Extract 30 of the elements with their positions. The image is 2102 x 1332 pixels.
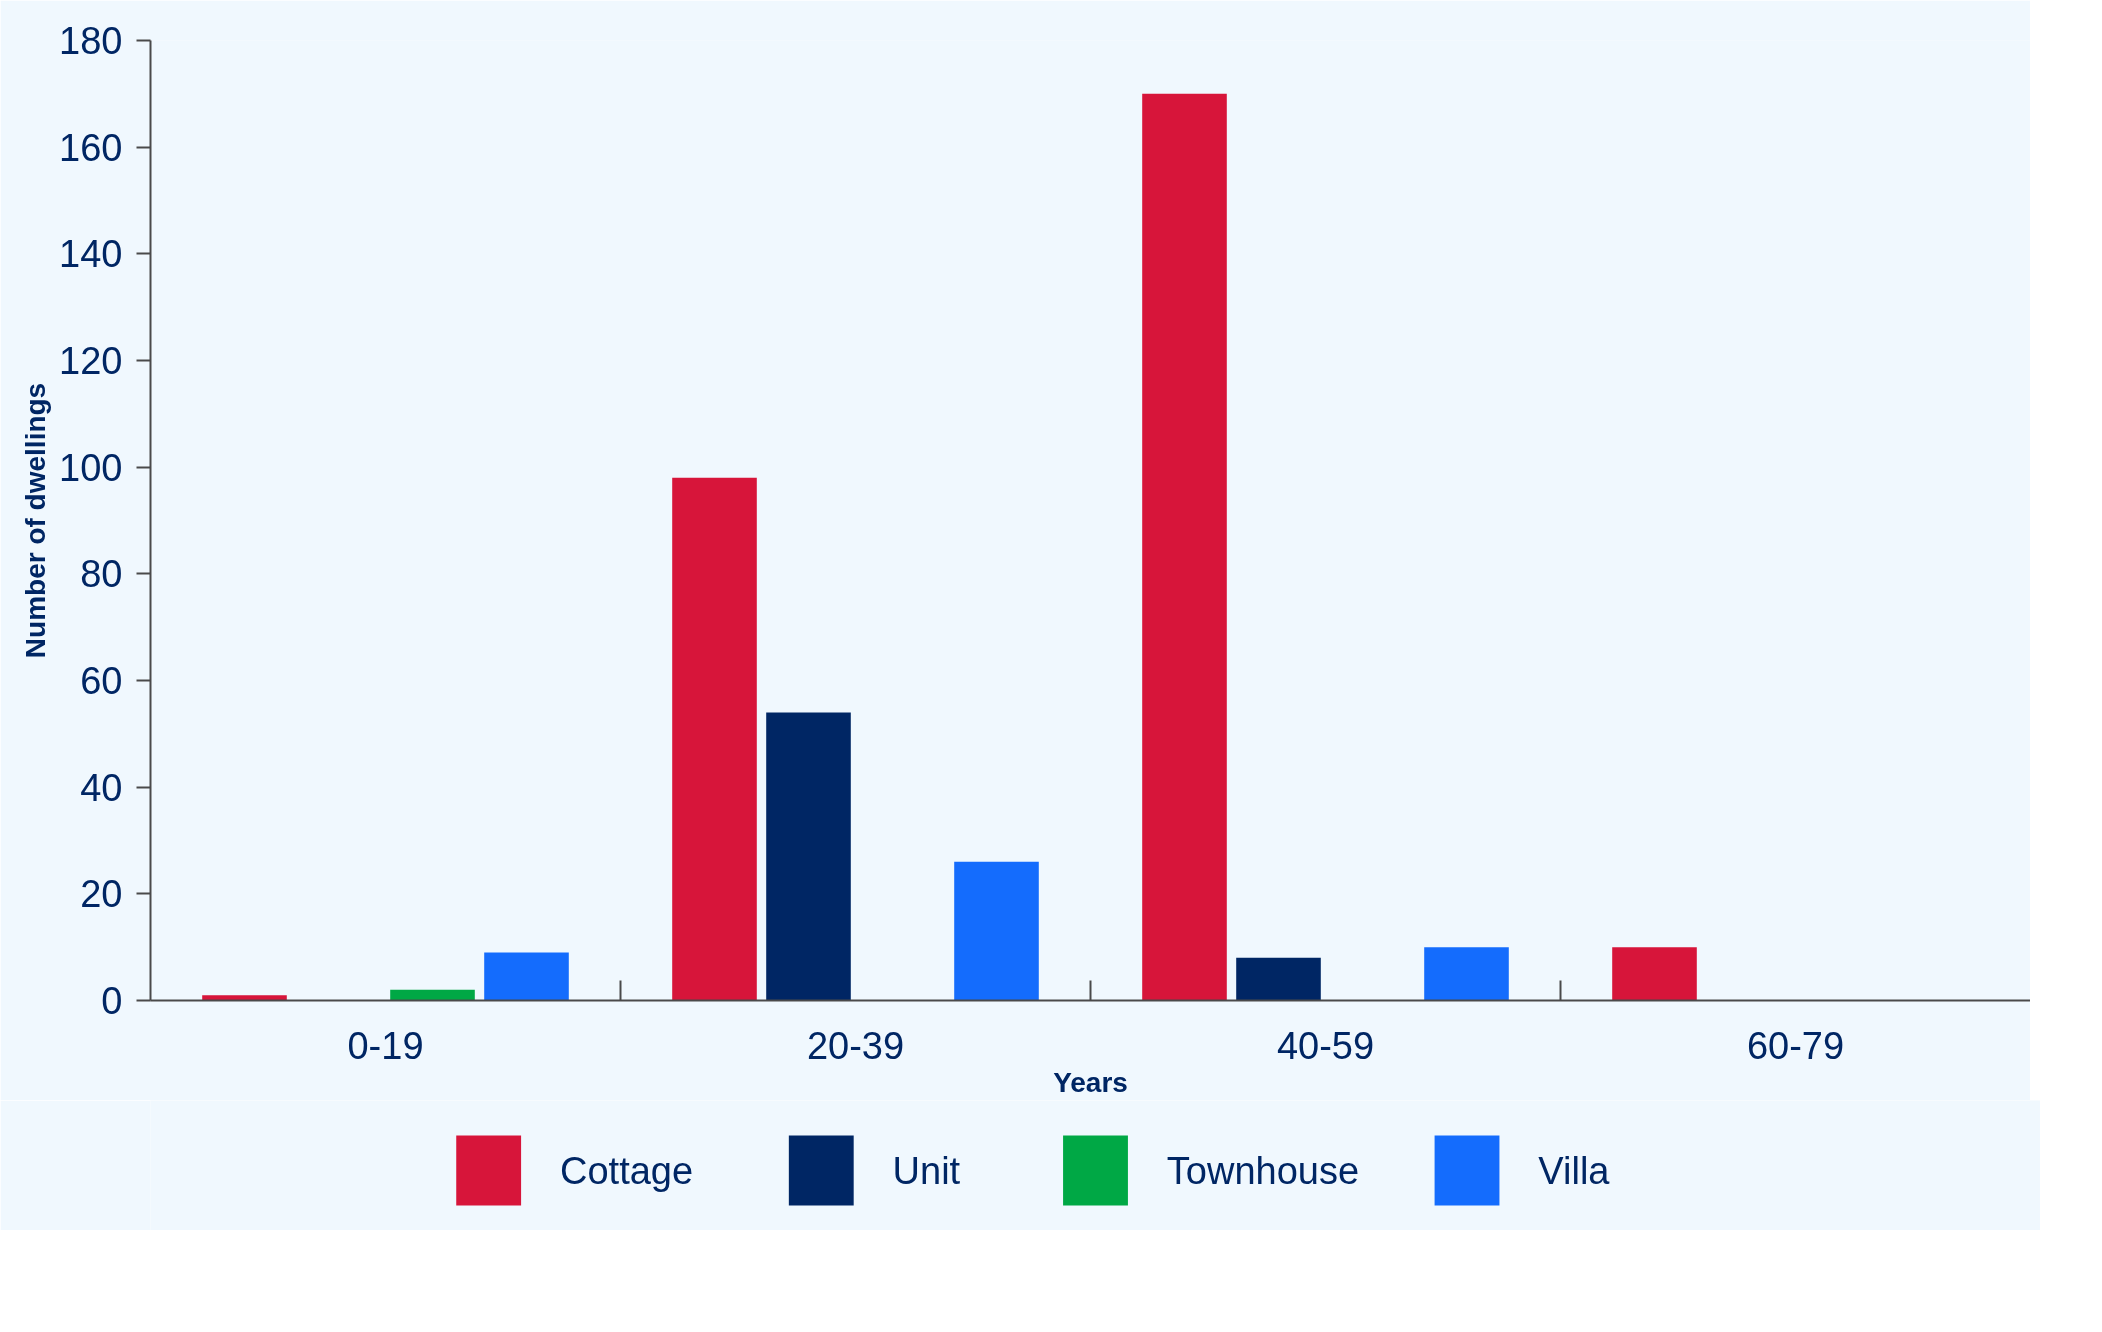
y-tick-label: 60 xyxy=(80,660,123,702)
bar xyxy=(1142,93,1227,1001)
y-tick-label: 160 xyxy=(59,126,123,169)
x-axis-title: Years xyxy=(1053,1066,1128,1098)
bar xyxy=(1236,957,1321,1001)
bar xyxy=(484,952,569,1001)
bar xyxy=(954,861,1039,1001)
x-tick-label: 60-79 xyxy=(1746,1024,1845,1067)
y-tick-label: 100 xyxy=(59,446,123,489)
y-tick-label: 20 xyxy=(80,873,123,916)
y-tick-label: 0 xyxy=(101,980,123,1022)
legend-label: Unit xyxy=(892,1149,961,1192)
bar xyxy=(1612,947,1697,1001)
bar xyxy=(1424,947,1509,1001)
x-tick-label: 0-19 xyxy=(347,1024,424,1067)
y-tick-label: 80 xyxy=(80,553,123,596)
y-tick-label: 180 xyxy=(59,20,123,62)
bar xyxy=(672,477,757,1001)
legend-label: Townhouse xyxy=(1166,1149,1360,1192)
bar xyxy=(766,712,851,1001)
y-tick-label: 120 xyxy=(59,340,123,382)
y-tick-label: 140 xyxy=(59,233,123,276)
legend-label: Villa xyxy=(1538,1149,1611,1192)
x-tick-label: 20-39 xyxy=(806,1024,905,1067)
bar xyxy=(202,995,287,1001)
y-tick-label: 40 xyxy=(80,766,123,809)
y-axis-title: Number of dwellings xyxy=(20,382,52,659)
bar xyxy=(390,989,475,1001)
legend-label: Cottage xyxy=(560,1149,694,1192)
x-tick-label: 40-59 xyxy=(1276,1024,1375,1067)
